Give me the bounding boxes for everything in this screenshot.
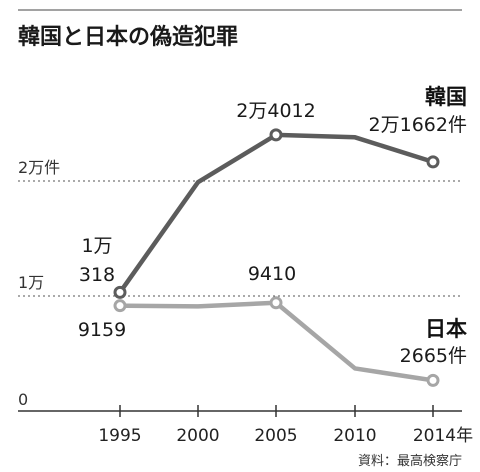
x-tick-label-3: 2010 [333,426,376,446]
series-name-1: 日本 [425,317,467,341]
series-0-marker-2 [269,128,283,142]
data-label-s1-p4-l0: 2665件 [400,345,467,367]
series-group [113,128,440,387]
y-tick-label-1: 1万 [18,273,44,292]
data-label-s1-p2-l0: 9410 [248,263,296,285]
data-label-s1-p0-l0: 9159 [78,319,126,341]
x-tick-label-1: 2000 [176,426,219,446]
data-label-s0-p4-l0: 2万1662件 [369,114,467,136]
gridlines [18,180,462,297]
x-axis-ticks: 1995 2000 2005 2010 2014年 [98,405,473,446]
series-0-marker-0 [113,285,127,299]
x-tick-label-0: 1995 [98,426,141,446]
series-line-1 [117,300,436,383]
series-1-marker-0 [113,299,127,313]
series-1-marker-2 [269,296,283,310]
series-1-marker-4 [426,373,440,387]
x-tick-label-4: 2014年 [413,426,473,446]
data-label-s0-p0-l0: 1万 [81,235,112,257]
y-tick-label-0: 0 [18,390,28,409]
series-0-marker-4 [426,155,440,169]
data-label-s0-p2-l0: 2万4012 [236,100,315,122]
y-axis-ticks: 0 1万 2万件 [18,158,60,409]
x-tick-label-2: 2005 [254,426,297,446]
series-name-0: 韓国 [425,85,467,109]
source-note: 資料：最高検察庁 [358,453,462,469]
data-label-s0-p0-l1: 318 [79,264,115,286]
chart-title: 韓国と日本の偽造犯罪 [18,24,238,50]
y-tick-label-2: 2万件 [18,158,60,177]
